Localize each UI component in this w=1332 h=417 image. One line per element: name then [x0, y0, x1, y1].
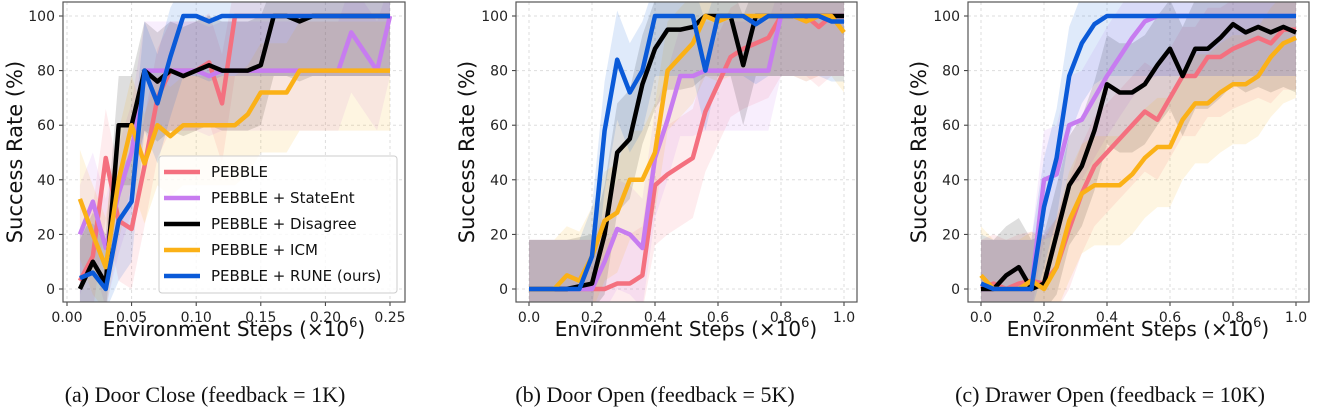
confidence-band [79, 2, 390, 302]
axes-frame [62, 1, 406, 303]
legend: PEBBLE PEBBLE + StateEnt PEBBLE + Disagree… [158, 155, 398, 294]
confidence-band [79, 2, 390, 302]
y-tick-label: 0 [499, 282, 508, 298]
y-tick-label: 80 [942, 64, 960, 80]
x-axis-label: Environment Steps (×106) [103, 316, 365, 341]
subplot-caption: (b) Door Open (feedback = 5K) [515, 382, 794, 407]
x-axis-label-exponent: 6 [801, 316, 809, 331]
subplot-b: 0 20 40 60 80 100 0.0 0.2 0.4 0.6 0.8 1.0 Success Ra… [455, 1, 858, 407]
y-tick-label: 40 [942, 173, 960, 189]
series-line-pebble-rune-ours- [79, 13, 390, 292]
legend-label: PEBBLE + Disagree [211, 215, 357, 233]
legend-label: PEBBLE [211, 163, 268, 181]
x-tick-label: 0.00 [51, 310, 82, 326]
x-tick-label: 0.8 [1222, 310, 1244, 326]
y-tick-label: 60 [37, 118, 55, 134]
confidence-band [529, 2, 844, 302]
x-tick-label: 0.15 [245, 310, 276, 326]
y-tick-label: 80 [490, 64, 508, 80]
series-line-pebble-rune-ours- [980, 13, 1296, 292]
y-tick-label: 40 [37, 173, 55, 189]
y-tick-label: 60 [942, 118, 960, 134]
x-tick-label: 0.4 [1096, 310, 1118, 326]
x-tick-label: 0.6 [1159, 310, 1181, 326]
x-tick-label: 0.4 [644, 310, 666, 326]
x-tick-label: 1.0 [1285, 310, 1307, 326]
x-tick-label: 0.6 [707, 310, 729, 326]
y-tick-label: 100 [28, 9, 55, 25]
x-axis-label-exponent: 6 [349, 316, 357, 331]
x-axis-label: Environment Steps (×106) [1007, 316, 1269, 341]
x-tick-label: 0.25 [374, 310, 405, 326]
x-axis-label-close: ) [357, 317, 365, 341]
subplot-caption: (c) Drawer Open (feedback = 10K) [955, 382, 1265, 407]
x-axis-label: Environment Steps (×106) [555, 316, 817, 341]
y-tick-label: 100 [481, 9, 508, 25]
y-tick-label: 20 [490, 227, 508, 243]
x-axis-label-close: ) [809, 317, 817, 341]
axes-frame [967, 1, 1310, 303]
x-tick-label: 0.0 [518, 310, 540, 326]
axes-frame [515, 1, 858, 303]
series-line-pebble-rune-ours- [529, 13, 844, 292]
y-axis-label: Success Rate (%) [455, 61, 479, 243]
x-tick-label: 0.05 [116, 310, 147, 326]
plot-area [979, 2, 1297, 302]
x-tick-label: 0.0 [970, 310, 992, 326]
subplot-caption: (a) Door Close (feedback = 1K) [65, 382, 346, 407]
x-tick-label: 1.0 [833, 310, 855, 326]
legend-label: PEBBLE + ICM [211, 241, 318, 259]
confidence-band [79, 2, 390, 302]
x-tick-label: 0.2 [1033, 310, 1055, 326]
x-axis-label-text: Environment Steps (×10 [1007, 317, 1253, 341]
subplot-a: 0 20 40 60 80 100 0.00 0.05 0.10 0.15 0.20 0.25 Succ… [3, 1, 406, 407]
confidence-band [529, 2, 844, 302]
y-tick-label: 20 [942, 227, 960, 243]
series-line-pebble-icm [77, 68, 390, 270]
x-tick-label: 0.2 [581, 310, 603, 326]
y-tick-label: 80 [37, 64, 55, 80]
subplot-c: 0 20 40 60 80 100 0.0 0.2 0.4 0.6 0.8 1.0 Success Ra… [907, 1, 1310, 407]
x-tick-label: 0.8 [770, 310, 792, 326]
y-tick-label: 20 [37, 227, 55, 243]
legend-label: PEBBLE + RUNE (ours) [211, 267, 381, 285]
legend-box [158, 155, 398, 294]
y-tick-label: 100 [933, 9, 960, 25]
legend-label: PEBBLE + StateEnt [211, 189, 355, 207]
confidence-band [79, 2, 390, 302]
y-axis-label: Success Rate (%) [907, 61, 931, 243]
x-axis-label-exponent: 6 [1253, 316, 1261, 331]
y-axis-label: Success Rate (%) [3, 61, 27, 243]
y-tick-label: 40 [490, 173, 508, 189]
plot-area [529, 2, 846, 302]
x-tick-label: 0.10 [181, 310, 212, 326]
y-tick-label: 60 [490, 118, 508, 134]
y-tick-label: 0 [951, 282, 960, 298]
x-axis-label-close: ) [1261, 317, 1269, 341]
x-tick-label: 0.20 [310, 310, 341, 326]
x-axis-label-text: Environment Steps (×10 [103, 317, 349, 341]
x-axis-label-text: Environment Steps (×10 [555, 317, 801, 341]
y-tick-label: 0 [46, 282, 55, 298]
